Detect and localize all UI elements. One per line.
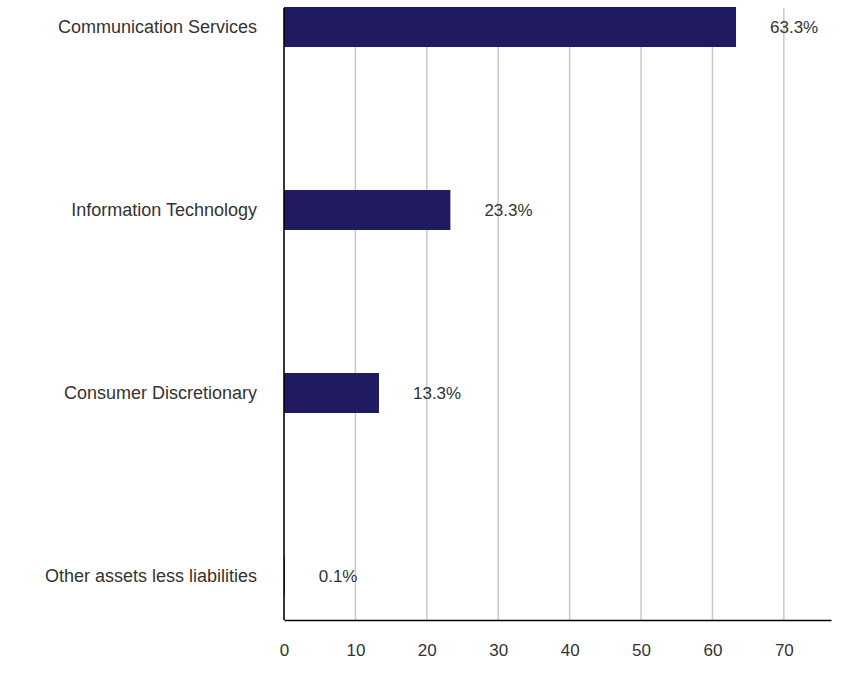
x-tick-label: 30	[489, 641, 508, 660]
y-tick-label: Communication Services	[58, 17, 257, 37]
x-tick-label: 0	[280, 641, 289, 660]
x-tick: 50	[632, 620, 651, 660]
x-tick-label: 50	[632, 641, 651, 660]
grid	[284, 8, 784, 620]
x-tick: 60	[703, 620, 722, 660]
y-tick: Other assets less liabilities	[45, 566, 284, 586]
x-tick-label: 40	[561, 641, 580, 660]
bars	[284, 7, 736, 596]
y-tick: Consumer Discretionary	[64, 383, 284, 403]
y-tick-label: Consumer Discretionary	[64, 383, 257, 403]
grid-line	[783, 8, 785, 620]
y-axis-line	[283, 8, 285, 620]
x-tick: 30	[489, 620, 508, 660]
data-label: 0.1%	[319, 567, 358, 586]
grid-line	[569, 8, 571, 620]
x-tick: 0	[280, 620, 289, 660]
grid-line	[497, 8, 499, 620]
x-tick: 70	[775, 620, 794, 660]
data-label: 13.3%	[413, 384, 461, 403]
grid-line	[355, 8, 357, 620]
chart: 0 10 20 30 40 50 60 70 Communication Services Inf…	[0, 0, 864, 684]
grid-line	[283, 8, 285, 620]
x-tick: 10	[346, 620, 365, 660]
x-tick: 40	[561, 620, 580, 660]
data-label: 23.3%	[484, 201, 532, 220]
x-axis: 0 10 20 30 40 50 60 70	[280, 620, 832, 660]
x-tick-label: 60	[703, 641, 722, 660]
bar	[284, 373, 379, 413]
x-tick-label: 70	[775, 641, 794, 660]
bar	[284, 190, 450, 230]
grid-line	[640, 8, 642, 620]
x-tick-label: 10	[346, 641, 365, 660]
data-label: 63.3%	[770, 18, 818, 37]
data-labels: 63.3% 23.3% 13.3% 0.1%	[319, 18, 819, 586]
y-tick: Information Technology	[71, 200, 284, 220]
y-tick-label: Information Technology	[71, 200, 257, 220]
y-tick-label: Other assets less liabilities	[45, 566, 257, 586]
x-tick-label: 20	[418, 641, 437, 660]
x-tick: 20	[418, 620, 437, 660]
y-tick: Communication Services	[58, 17, 284, 37]
grid-line	[426, 8, 428, 620]
bar	[284, 7, 736, 47]
y-axis: Communication Services Information Techno…	[45, 8, 284, 620]
grid-line	[712, 8, 714, 620]
x-axis-line	[285, 620, 832, 622]
